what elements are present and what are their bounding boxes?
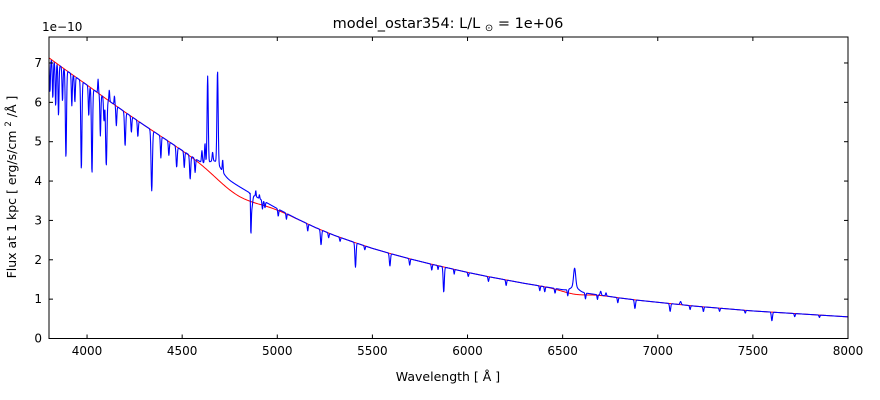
chart-title-value: = 1e+06	[498, 16, 564, 32]
y-tick-label: 3	[34, 213, 42, 227]
y-axis-label: Flux at 1 kpc [ erg/s/cm 2 /Å ]	[0, 96, 19, 279]
x-tick-label: 7000	[642, 344, 673, 358]
x-tick-label: 7500	[738, 344, 769, 358]
y-tick-label: 2	[34, 253, 42, 267]
x-tick-label: 5500	[357, 344, 388, 358]
spectrum-line	[49, 59, 848, 322]
y-tick-label: 5	[34, 135, 42, 149]
y-tick-label: 1	[34, 292, 42, 306]
chart-title-main: model_ostar354: L/L	[333, 16, 481, 32]
x-tick-label: 6000	[452, 344, 483, 358]
y-tick-label: 0	[34, 332, 42, 346]
x-tick-label: 5000	[262, 344, 293, 358]
chart-title: model_ostar354: L/L ⊙ = 1e+06	[333, 16, 564, 35]
y-tick-label: 6	[34, 95, 42, 109]
plot-frame	[48, 36, 849, 339]
x-tick-label: 4500	[167, 344, 198, 358]
sun-symbol: ⊙	[485, 23, 493, 34]
y-tick-label: 4	[34, 174, 42, 188]
x-tick-label: 8000	[833, 344, 864, 358]
y-axis-offset-label: 1e−10	[42, 20, 82, 34]
x-tick-label: 4000	[72, 344, 103, 358]
x-tick-label: 6500	[547, 344, 578, 358]
model-fit-line	[49, 57, 848, 318]
y-tick-label: 7	[34, 56, 42, 70]
x-axis-label: Wavelength [ Å ]	[396, 369, 500, 384]
